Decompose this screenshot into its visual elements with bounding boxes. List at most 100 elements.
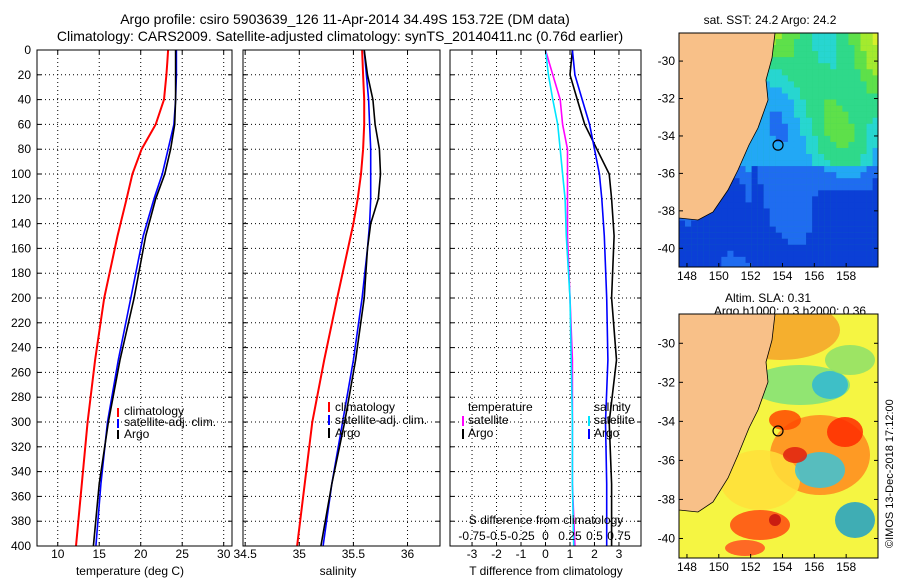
sst-cell [812,178,819,185]
xtick-label-1: -2 [491,547,502,561]
sst-cell [836,226,843,233]
sst-cell [842,178,849,185]
sst-cell [860,69,867,76]
sst-cell [787,214,795,221]
sst-cell [703,232,710,239]
sst-cell [806,166,813,173]
sst-cell [745,166,752,173]
sst-cell [824,81,831,88]
sst-cell [800,154,807,161]
sst-cell [848,226,855,233]
sst-map-field [679,33,878,267]
sst-cell [757,250,764,257]
sst-cell [830,99,837,106]
sla-land [679,314,776,513]
sst-cell [812,87,819,94]
sst-cell [793,111,801,118]
sst-cell [793,99,801,106]
sst-cell [745,232,752,239]
sst-cell [854,256,861,264]
sst-cell [824,57,831,64]
sst-cell [818,93,825,100]
sst-cell [763,105,770,112]
sst-cell [824,123,831,130]
xtick-label-1: 15 [93,547,107,561]
sst-cell [848,63,855,70]
sst-cell [836,178,843,185]
sst-cell [781,39,789,46]
sst-cell [848,184,855,191]
sst-cell [775,232,782,239]
sst-map-title: sat. SST: 24.2 Argo: 24.2 [704,13,837,27]
sst-cell [793,208,801,215]
sst-cell [824,172,831,179]
sst-cell [842,75,849,82]
sla-map-frame [678,313,879,559]
sst-cell [866,166,873,173]
sst-cell [793,45,801,52]
sst-cell [763,250,770,257]
sst-cell [812,232,819,239]
sst-cell [818,123,825,130]
sst-cell [854,202,861,209]
sst-cell [818,172,825,179]
sst-cell [685,226,692,233]
xtick-label-0: -3 [467,547,478,561]
sst-cell [818,63,825,70]
sst-cell [818,111,825,118]
temperature-panel: 10 15 20 25 30 0 20 40 60 80 100 120 140 160 180 200 22… [11,43,233,578]
salinity-panel: 34.5 35 35.5 36 salinity climatology satell… [233,49,441,578]
sst-cell [781,238,789,245]
sst-cell [806,129,813,136]
sst-cell [812,184,819,191]
sst-xtick-label-4: 156 [804,269,824,283]
sst-cell [800,141,807,149]
sst-cell [872,232,878,239]
sst-cell [842,81,849,88]
sst-cell [848,69,855,76]
salinity-x-ticks: 34.5 35 35.5 36 [233,50,415,561]
sst-cell [733,196,740,203]
sst-cell [727,202,734,209]
sst-cell [806,214,813,221]
sst-cell [848,87,855,94]
sst-cell [830,166,837,173]
sst-cell [824,238,831,245]
sst-cell [836,57,843,64]
sst-cell [806,250,813,257]
sst-cell [793,75,801,82]
sst-cell [854,238,861,245]
sst-cell [751,147,758,155]
sst-cell [854,147,861,155]
sst-cell [830,141,837,149]
sst-cell [787,250,795,257]
sst-cell [842,196,849,203]
sst-cell [745,190,752,197]
sst-cell [830,262,837,267]
sst-cell [848,135,855,143]
sst-cell [824,154,831,161]
sst-cell [806,135,813,143]
sst-cell [733,250,740,257]
sst-cell [848,93,855,100]
sst-cell [830,208,837,215]
sst-cell [787,111,795,118]
sst-cell [781,184,789,191]
sst-cell [806,99,813,106]
sst-cell [836,262,843,267]
sst-cell [763,154,770,161]
sst-cell [787,129,795,136]
sst-cell [872,250,878,257]
sst-cell [727,196,734,203]
sst-cell [812,117,819,124]
sst-cell [860,93,867,100]
sst-cell [872,184,878,191]
sst-cell [727,232,734,239]
sst-cell [860,147,867,155]
sst-cell [769,75,776,82]
sst-cell [775,160,782,167]
sst-cell [709,262,716,267]
sst-cell [781,105,789,112]
sst-cell [800,81,807,88]
